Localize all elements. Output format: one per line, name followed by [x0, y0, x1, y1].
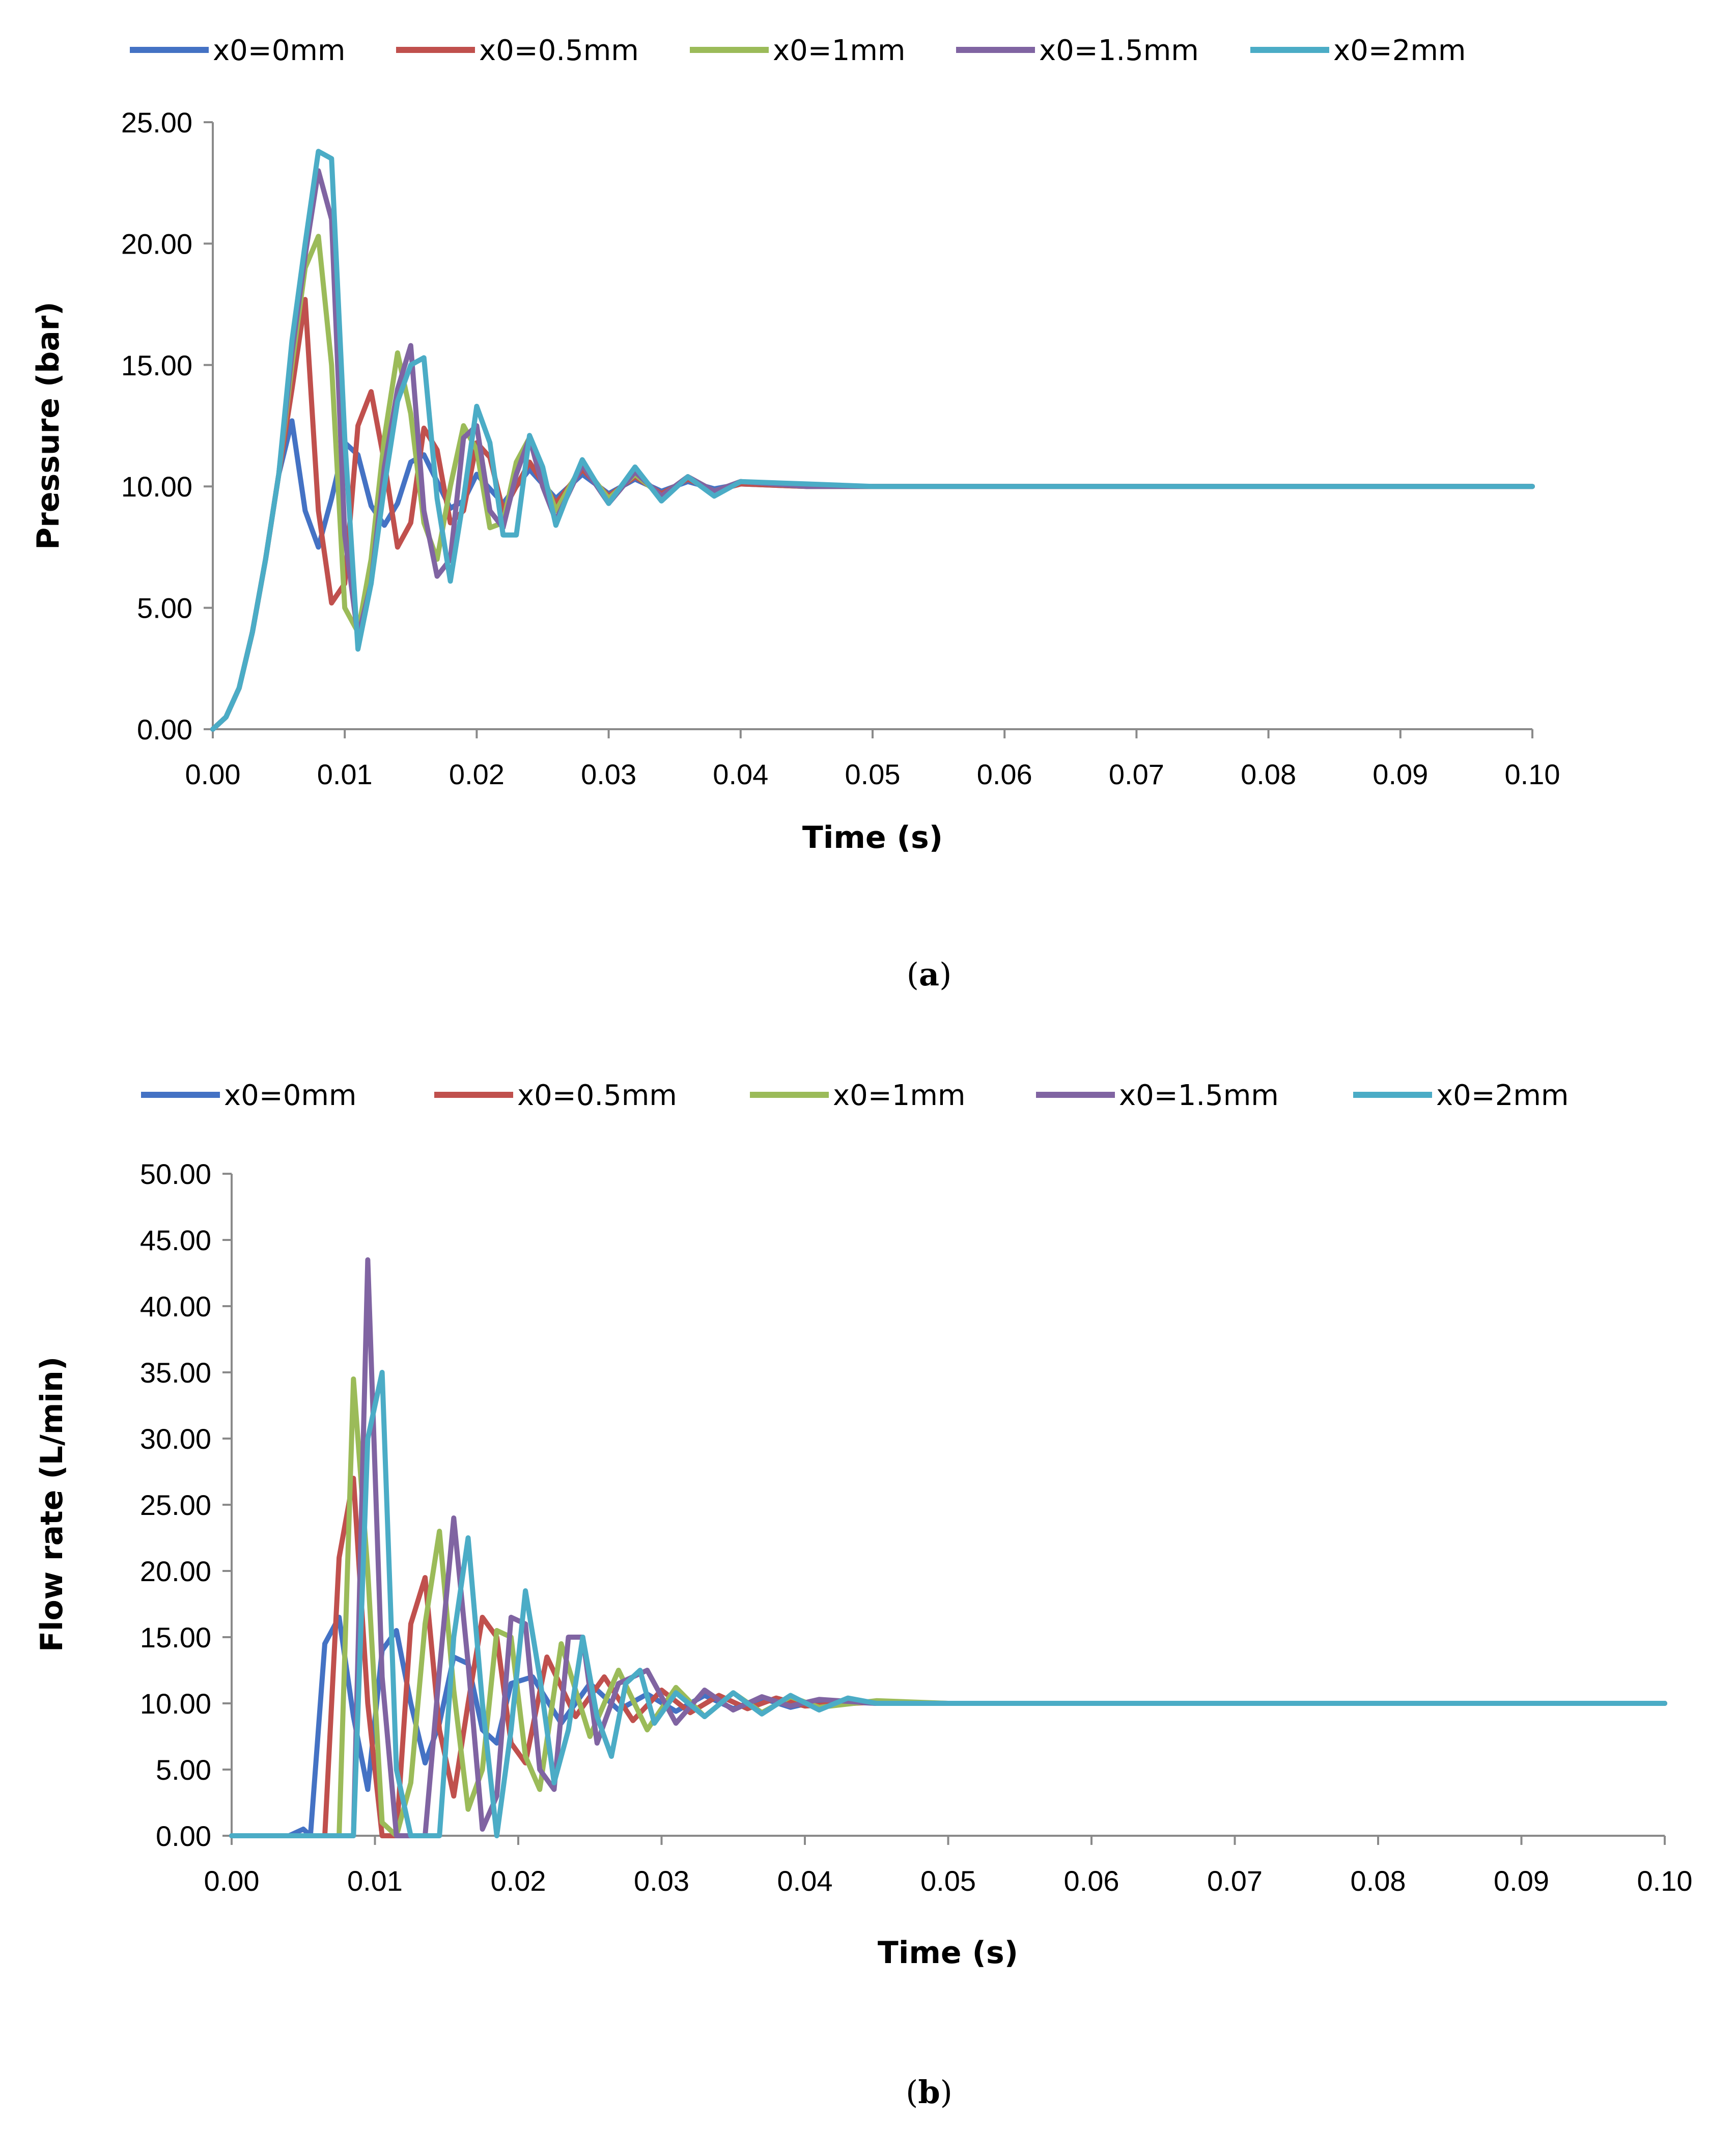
legend-label-a-0: x0=0mm	[213, 34, 345, 67]
y-ticks-a: 0.00 5.00 10.00 15.00 20.00 25.00	[121, 106, 213, 746]
series-line-a-3	[210, 168, 1535, 732]
legend-label-a-1: x0=0.5mm	[479, 34, 639, 67]
y-axis-title-a: Pressure (bar)	[31, 301, 66, 549]
legend-item-b-0: x0=0mm	[141, 1079, 356, 1112]
series-line-b-1	[229, 1476, 1667, 1838]
y-axis-title-b: Flow rate (L/min)	[34, 1357, 70, 1652]
x-tick-label-b-1: 0.01	[347, 1865, 403, 1897]
x-tick-label-b-6: 0.06	[1064, 1865, 1119, 1897]
y-tick-label-b-0: 0.00	[156, 1820, 211, 1852]
legend-label-b-0: x0=0mm	[224, 1079, 356, 1112]
x-tick-label-b-8: 0.08	[1351, 1865, 1406, 1897]
legend-item-b-3: x0=1.5mm	[1036, 1079, 1279, 1112]
x-axis-title-a: Time (s)	[802, 820, 943, 855]
y-tick-label-a-3: 15.00	[121, 349, 192, 381]
y-tick-label-b-10: 50.00	[140, 1158, 211, 1190]
x-tick-label-a-6: 0.06	[977, 758, 1032, 790]
y-tick-label-b-3: 15.00	[140, 1621, 211, 1653]
legend-item-a-2: x0=1mm	[690, 34, 905, 67]
legend-item-a-1: x0=0.5mm	[396, 34, 639, 67]
series-line-b-4	[229, 1370, 1667, 1838]
x-tick-label-b-10: 0.10	[1637, 1865, 1693, 1897]
y-tick-label-a-1: 5.00	[137, 592, 192, 624]
y-tick-label-a-2: 10.00	[121, 471, 192, 503]
x-tick-label-a-3: 0.03	[581, 758, 636, 790]
chart-a: x0=0mm x0=0.5mm x0=1mm x0=1.5mm x0=2mm 0…	[31, 34, 1560, 993]
x-axis-title-b: Time (s)	[878, 1935, 1018, 1971]
legend-item-a-4: x0=2mm	[1250, 34, 1466, 67]
y-tick-label-b-2: 10.00	[140, 1688, 211, 1720]
x-tick-label-a-0: 0.00	[185, 758, 241, 790]
x-tick-label-a-1: 0.01	[317, 758, 373, 790]
x-tick-label-a-7: 0.07	[1109, 758, 1164, 790]
legend-a: x0=0mm x0=0.5mm x0=1mm x0=1.5mm x0=2mm	[130, 34, 1466, 67]
legend-label-a-4: x0=2mm	[1333, 34, 1466, 67]
y-tick-label-b-8: 40.00	[140, 1290, 211, 1322]
y-tick-label-b-1: 5.00	[156, 1754, 211, 1786]
legend-label-a-3: x0=1.5mm	[1039, 34, 1199, 67]
y-tick-label-a-5: 25.00	[121, 106, 192, 139]
legend-item-b-2: x0=1mm	[750, 1079, 965, 1112]
series-line-a-4	[210, 149, 1535, 732]
legend-b: x0=0mm x0=0.5mm x0=1mm x0=1.5mm x0=2mm	[141, 1079, 1569, 1112]
y-ticks-b: 0.00 5.00 10.00 15.00 20.00 25.00 30.00 35.00 40…	[140, 1158, 232, 1852]
x-tick-label-b-3: 0.03	[634, 1865, 689, 1897]
y-tick-label-b-5: 25.00	[140, 1489, 211, 1521]
x-tick-label-b-0: 0.00	[204, 1865, 260, 1897]
x-ticks-b: 0.00 0.01 0.02 0.03 0.04 0.05 0.06 0.07 0.08 0.09…	[204, 1836, 1693, 1897]
x-tick-label-a-9: 0.09	[1373, 758, 1428, 790]
x-tick-label-b-9: 0.09	[1494, 1865, 1549, 1897]
y-tick-label-b-6: 30.00	[140, 1423, 211, 1455]
series-line-a-2	[210, 234, 1535, 732]
series-b	[229, 1257, 1667, 1838]
x-tick-label-a-5: 0.05	[845, 758, 901, 790]
y-tick-label-b-7: 35.00	[140, 1357, 211, 1389]
series-a	[210, 149, 1535, 732]
legend-label-a-2: x0=1mm	[773, 34, 905, 67]
x-tick-label-b-4: 0.04	[777, 1865, 833, 1897]
legend-label-b-1: x0=0.5mm	[517, 1079, 677, 1112]
y-tick-label-a-0: 0.00	[137, 713, 192, 746]
x-tick-label-b-2: 0.02	[491, 1865, 546, 1897]
legend-label-b-3: x0=1.5mm	[1119, 1079, 1279, 1112]
legend-item-b-4: x0=2mm	[1353, 1079, 1569, 1112]
y-tick-label-b-4: 20.00	[140, 1555, 211, 1587]
legend-item-b-1: x0=0.5mm	[434, 1079, 677, 1112]
x-tick-label-a-2: 0.02	[449, 758, 505, 790]
x-tick-label-a-4: 0.04	[713, 758, 768, 790]
chart-b: x0=0mm x0=0.5mm x0=1mm x0=1.5mm x0=2mm 0…	[34, 1079, 1693, 2111]
y-tick-label-a-4: 20.00	[121, 228, 192, 260]
caption-b: (b)	[906, 2074, 953, 2111]
caption-a: (a)	[907, 956, 952, 993]
x-tick-label-a-10: 0.10	[1505, 758, 1560, 790]
y-tick-label-b-9: 45.00	[140, 1224, 211, 1256]
x-ticks-a: 0.00 0.01 0.02 0.03 0.04 0.05 0.06 0.07 0.08 0.09…	[185, 729, 1560, 790]
x-tick-label-a-8: 0.08	[1241, 758, 1296, 790]
legend-item-a-0: x0=0mm	[130, 34, 345, 67]
x-tick-label-b-7: 0.07	[1207, 1865, 1263, 1897]
legend-label-b-2: x0=1mm	[833, 1079, 965, 1112]
legend-item-a-3: x0=1.5mm	[956, 34, 1199, 67]
legend-label-b-4: x0=2mm	[1436, 1079, 1569, 1112]
series-line-a-0	[210, 418, 1535, 732]
x-tick-label-b-5: 0.05	[920, 1865, 976, 1897]
